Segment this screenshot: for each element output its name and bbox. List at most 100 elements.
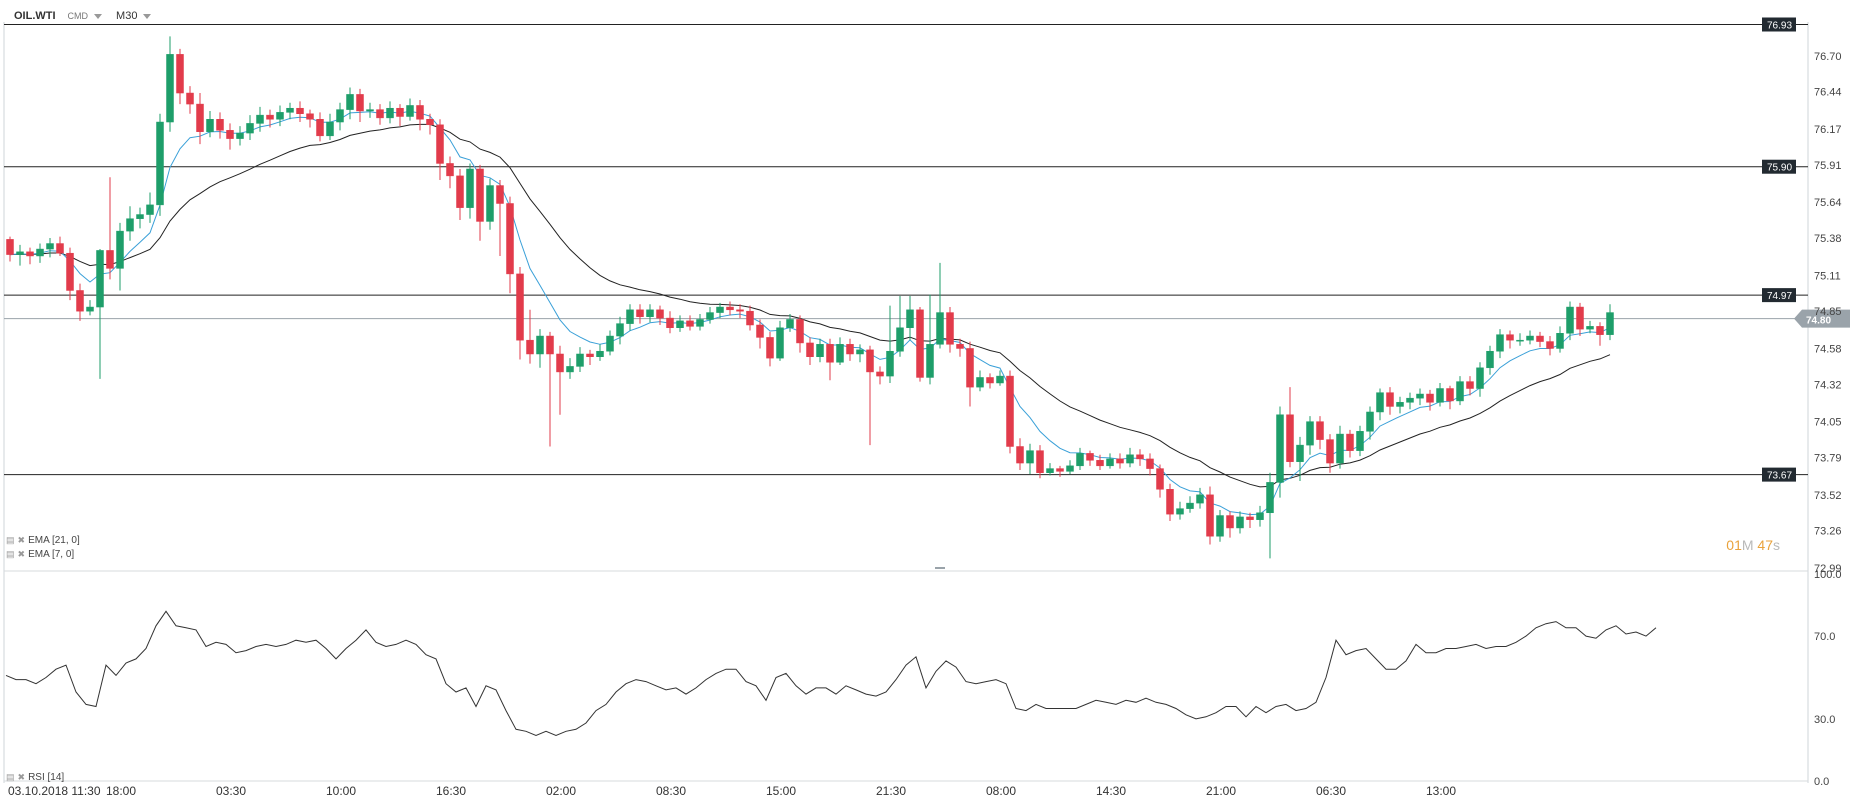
candle[interactable]	[656, 305, 664, 325]
candle[interactable]	[1036, 445, 1044, 479]
candle[interactable]	[1116, 453, 1124, 469]
candle[interactable]	[256, 106, 264, 132]
candle[interactable]	[166, 36, 174, 132]
candle[interactable]	[626, 304, 634, 331]
candle[interactable]	[606, 330, 614, 356]
indicator-ema-slow[interactable]: ▤ ✖ EMA [21, 0]	[6, 535, 80, 546]
indicator-ema-fast[interactable]: ▤ ✖ EMA [7, 0]	[6, 549, 74, 560]
candle[interactable]	[846, 338, 854, 361]
candle[interactable]	[886, 305, 894, 383]
candle[interactable]	[396, 104, 404, 127]
candle[interactable]	[436, 119, 444, 181]
candle[interactable]	[916, 307, 924, 382]
candle[interactable]	[726, 301, 734, 316]
candle[interactable]	[736, 304, 744, 319]
candle[interactable]	[786, 313, 794, 332]
candle[interactable]	[936, 262, 944, 349]
candle[interactable]	[196, 93, 204, 145]
candle[interactable]	[876, 366, 884, 385]
candle[interactable]	[1406, 392, 1414, 410]
candle[interactable]	[806, 337, 814, 366]
candle[interactable]	[976, 370, 984, 392]
candle[interactable]	[756, 319, 764, 349]
candle[interactable]	[326, 113, 334, 140]
candle[interactable]	[1516, 333, 1524, 346]
candle[interactable]	[796, 315, 804, 353]
candle[interactable]	[1236, 511, 1244, 534]
candle[interactable]	[1166, 483, 1174, 522]
candle[interactable]	[1416, 388, 1424, 406]
candle[interactable]	[946, 307, 954, 353]
candle[interactable]	[56, 236, 64, 256]
candle[interactable]	[1396, 396, 1404, 414]
candle[interactable]	[206, 110, 214, 138]
candle[interactable]	[486, 178, 494, 230]
candle[interactable]	[616, 316, 624, 345]
candle[interactable]	[866, 345, 874, 446]
candle[interactable]	[146, 192, 154, 223]
candle[interactable]	[496, 180, 504, 256]
candle[interactable]	[1086, 450, 1094, 466]
candle[interactable]	[546, 331, 554, 447]
candle[interactable]	[356, 88, 364, 123]
candle[interactable]	[306, 109, 314, 128]
candle[interactable]	[186, 86, 194, 114]
candle[interactable]	[826, 338, 834, 381]
candle[interactable]	[1056, 465, 1064, 477]
timeframe-label[interactable]: M30	[116, 10, 138, 22]
candle[interactable]	[6, 236, 14, 262]
candle[interactable]	[1486, 345, 1494, 375]
indicator-settings-icon[interactable]: ▤	[6, 535, 14, 545]
candle[interactable]	[136, 207, 144, 229]
candle[interactable]	[1096, 454, 1104, 470]
candle[interactable]	[776, 320, 784, 361]
candle[interactable]	[1296, 436, 1304, 482]
candle[interactable]	[1136, 449, 1144, 466]
candle[interactable]	[696, 313, 704, 331]
pane-resize-handle[interactable]	[935, 567, 945, 569]
candle[interactable]	[1016, 438, 1024, 470]
candle[interactable]	[376, 104, 384, 125]
indicator-remove-icon[interactable]: ✖	[17, 772, 25, 782]
candle[interactable]	[1456, 376, 1464, 406]
candle[interactable]	[1326, 434, 1334, 473]
candle[interactable]	[116, 222, 124, 291]
candle[interactable]	[1446, 385, 1454, 410]
symbol-label[interactable]: OIL.WTI	[14, 10, 56, 22]
indicator-settings-icon[interactable]: ▤	[6, 772, 14, 782]
candle[interactable]	[1556, 326, 1564, 353]
candle[interactable]	[176, 48, 184, 105]
timeframe-dropdown-caret-icon[interactable]	[143, 13, 152, 19]
candle[interactable]	[156, 113, 164, 216]
candle[interactable]	[46, 238, 54, 258]
candle[interactable]	[586, 349, 594, 366]
candle[interactable]	[1436, 382, 1444, 407]
candle[interactable]	[766, 331, 774, 367]
candle[interactable]	[596, 344, 604, 361]
candle[interactable]	[276, 105, 284, 127]
candle[interactable]	[556, 345, 564, 415]
candle[interactable]	[96, 249, 104, 379]
candle[interactable]	[1196, 487, 1204, 509]
candle[interactable]	[246, 115, 254, 140]
indicator-remove-icon[interactable]: ✖	[17, 549, 25, 559]
candle[interactable]	[1356, 425, 1364, 457]
candle[interactable]	[896, 296, 904, 357]
candle[interactable]	[1226, 511, 1234, 538]
candle[interactable]	[636, 304, 644, 324]
candle[interactable]	[66, 247, 74, 301]
candle[interactable]	[1476, 362, 1484, 397]
candle[interactable]	[1496, 329, 1504, 359]
candle[interactable]	[336, 102, 344, 131]
instrument-dropdown-caret-icon[interactable]	[94, 13, 103, 19]
candle[interactable]	[746, 305, 754, 331]
candle[interactable]	[416, 99, 424, 131]
candle[interactable]	[1546, 336, 1554, 356]
indicator-rsi[interactable]: ▤ ✖ RSI [14]	[6, 772, 64, 783]
candle[interactable]	[1466, 376, 1474, 396]
candle[interactable]	[16, 244, 24, 266]
candle[interactable]	[716, 302, 724, 319]
candle[interactable]	[1276, 406, 1284, 498]
candle[interactable]	[296, 101, 304, 123]
